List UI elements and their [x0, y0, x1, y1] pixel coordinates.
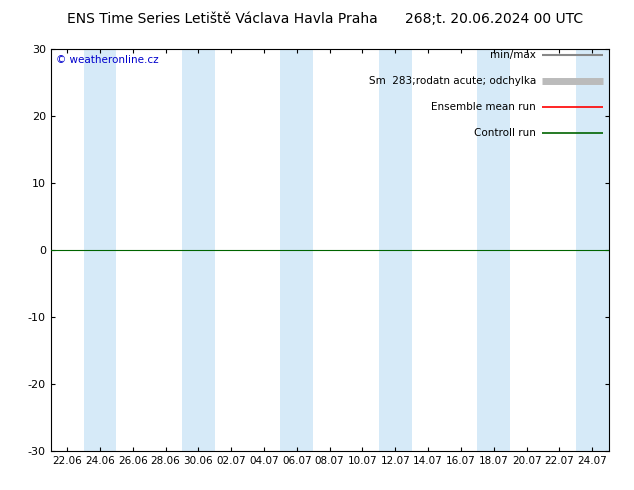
Bar	[576, 49, 609, 451]
Text: min/max: min/max	[490, 50, 536, 60]
Text: Sm  283;rodatn acute; odchylka: Sm 283;rodatn acute; odchylka	[369, 76, 536, 86]
Text: ENS Time Series Letiště Václava Havla Praha: ENS Time Series Letiště Václava Havla Pr…	[67, 12, 377, 26]
Text: Ensemble mean run: Ensemble mean run	[431, 102, 536, 112]
Bar	[182, 49, 215, 451]
Text: © weatheronline.cz: © weatheronline.cz	[56, 55, 159, 65]
Text: Controll run: Controll run	[474, 128, 536, 138]
Bar	[379, 49, 411, 451]
Bar	[280, 49, 313, 451]
Text: 268;t. 20.06.2024 00 UTC: 268;t. 20.06.2024 00 UTC	[406, 12, 583, 26]
Bar	[477, 49, 510, 451]
Bar	[84, 49, 117, 451]
